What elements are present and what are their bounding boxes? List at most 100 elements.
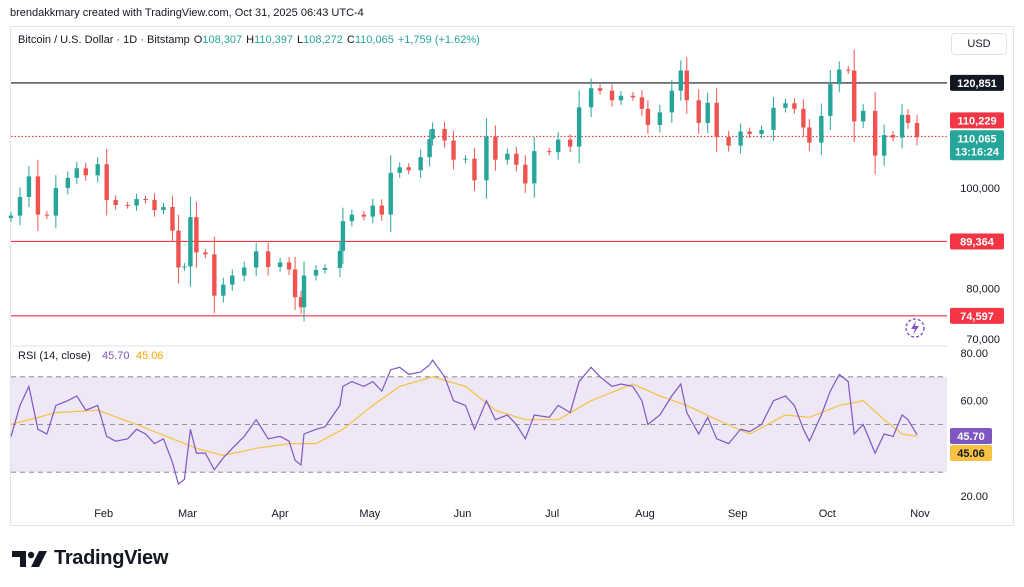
candle-body [161, 207, 166, 211]
candle [265, 242, 271, 276]
candle-body [182, 266, 187, 268]
candle [182, 263, 187, 271]
candle-body [759, 129, 764, 135]
candle-body [322, 267, 328, 271]
candle-body [684, 70, 689, 101]
candle-body [828, 84, 833, 116]
candle-body [212, 254, 217, 296]
candle-body [253, 251, 259, 268]
candle [609, 84, 615, 107]
time-tick-1: Mar [178, 508, 197, 520]
candle-body [505, 153, 510, 160]
rsi-tags: 45.70 45.06 [950, 428, 992, 461]
candle [203, 248, 208, 259]
candle-body [872, 110, 878, 156]
rsi-ma-tag: 45.06 [950, 445, 992, 461]
candle [277, 257, 283, 272]
rsi-tick-3: 80.00 [960, 348, 988, 360]
horizontal-levels [11, 82, 947, 317]
low-label: L [297, 34, 304, 46]
candle [669, 80, 675, 123]
candle [53, 175, 59, 229]
candle-body [696, 100, 701, 123]
candle-body [265, 251, 271, 267]
rsi-tick-2: 60.00 [960, 396, 988, 408]
candle [630, 92, 636, 101]
candle [451, 130, 456, 170]
candle-body [427, 139, 432, 158]
candle [505, 148, 510, 165]
candle [696, 89, 701, 134]
candle-body [555, 139, 561, 153]
candle-body [388, 172, 393, 215]
replay-icon[interactable] [905, 318, 925, 338]
candle [618, 91, 624, 105]
symbol-label[interactable]: Bitcoin / U.S. Dollar · 1D · Bitstamp [18, 34, 190, 46]
candle [194, 201, 199, 268]
candle-body [176, 230, 181, 268]
candle-body [837, 69, 842, 85]
tag-support-1: 89,364 [950, 233, 1004, 250]
candle [576, 90, 582, 164]
currency-button[interactable]: USD [951, 33, 1007, 55]
high-value: 110,397 [254, 34, 294, 46]
candle [852, 49, 857, 143]
candle [161, 202, 166, 215]
tag-resistance-text: 120,851 [957, 78, 997, 90]
candle-body [379, 205, 384, 215]
candle [747, 127, 752, 138]
candle-body [17, 196, 23, 216]
candle-body [203, 252, 208, 255]
candle-body [95, 164, 100, 176]
candle [523, 155, 528, 193]
candle [301, 261, 307, 322]
candle [406, 163, 411, 175]
candle-body [726, 137, 731, 146]
candle [597, 84, 603, 95]
open-label: O [193, 34, 203, 46]
candle [684, 57, 689, 114]
open-value: 108,307 [202, 34, 243, 46]
candle-body [188, 217, 193, 267]
rsi-band-lines [11, 345, 947, 473]
low-value: 108,272 [303, 34, 343, 46]
candle-body [292, 269, 298, 298]
candle-body [645, 108, 651, 125]
candle [74, 161, 79, 185]
candle-body [104, 164, 109, 200]
candle-body [881, 135, 887, 156]
tradingview-logo[interactable]: TradingView [12, 547, 168, 570]
candle-body [298, 297, 304, 308]
candle-body [8, 215, 14, 218]
tag-support-1-bg [950, 233, 1004, 250]
candle-body [361, 214, 367, 217]
tag-level-110229-text: 110,229 [957, 115, 996, 127]
candle [176, 214, 181, 284]
candle [83, 162, 88, 181]
candle [152, 193, 157, 217]
candle [337, 241, 343, 278]
tag-support-1-text: 89,364 [960, 236, 995, 248]
candle [532, 136, 537, 198]
candle-body [792, 103, 797, 109]
candle [65, 171, 71, 195]
candle [714, 87, 719, 153]
candle-body [44, 214, 50, 216]
candle [134, 193, 139, 211]
candle [567, 134, 573, 153]
candle-body [669, 90, 675, 113]
candle-body [451, 140, 456, 160]
chart-frame [10, 26, 1014, 526]
candle-body [597, 88, 603, 91]
candle-body [493, 136, 498, 160]
candle-body [194, 217, 199, 253]
candle-body [301, 275, 307, 308]
candle-body [576, 107, 582, 147]
candle-body [657, 112, 663, 125]
candle-body [899, 114, 905, 138]
candle [298, 290, 304, 314]
candle-body [134, 198, 139, 206]
